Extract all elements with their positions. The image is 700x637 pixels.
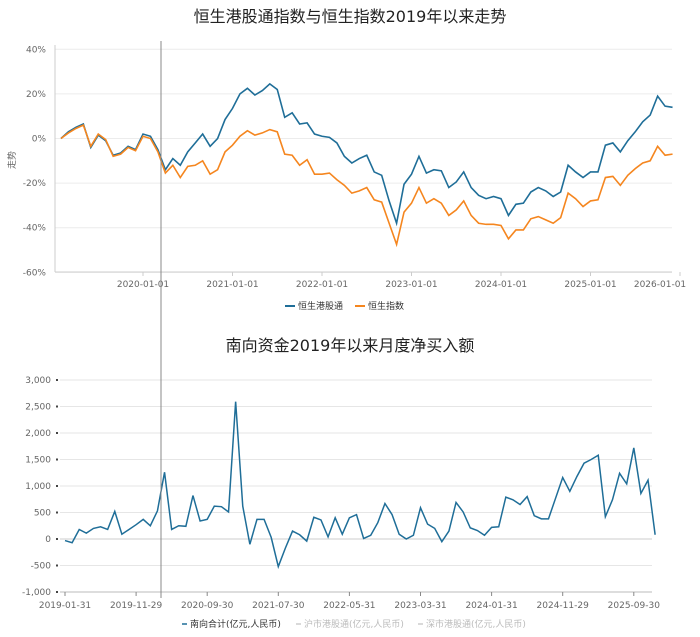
y-tick-label: 2,000 <box>25 429 51 439</box>
x-tick-label: 2023-01-01 <box>385 280 437 290</box>
x-tick-label: 2021-07-30 <box>252 601 305 611</box>
legend-item[interactable]: 沪市港股通(亿元,人民币) <box>304 618 404 630</box>
x-tick-label: 2024-01-31 <box>465 601 517 611</box>
y-tick-dot <box>56 432 58 434</box>
legend-item[interactable]: 南向合计(亿元,人民币) <box>190 618 281 630</box>
y-tick-label: 40% <box>26 45 46 55</box>
x-tick-label: 2026-01-01 <box>634 280 686 290</box>
series-line-south-total <box>64 401 656 570</box>
y-tick-label: 500 <box>34 509 51 519</box>
legend-item[interactable]: 恒生港股通 <box>298 300 343 312</box>
y-tick-dot <box>56 564 58 567</box>
y-tick-label: -20% <box>23 179 47 189</box>
y-tick-label: 2,500 <box>25 403 51 413</box>
y-tick-label: -40% <box>23 224 47 234</box>
x-tick-label: 2023-03-31 <box>394 601 446 611</box>
y-tick-label: -1,000 <box>22 588 51 598</box>
y-tick-dot <box>56 458 58 461</box>
chart2-title: 南向资金2019年以来月度净买入额 <box>226 336 475 355</box>
x-tick-label: 2024-11-29 <box>537 601 590 611</box>
y-tick-dot <box>56 511 58 514</box>
y-tick-label: 1,500 <box>25 456 51 466</box>
y-tick-dot <box>56 538 58 540</box>
x-tick-label: 2020-09-30 <box>181 601 234 611</box>
x-tick-label: 2019-11-29 <box>110 601 163 611</box>
x-tick-label: 2019-01-31 <box>39 601 91 611</box>
y-tick-label: 0% <box>32 135 47 145</box>
chart2: 3,000 2,500 2,000 1,500 1,000 500 0 -500 -1,000 2… <box>22 376 660 630</box>
y-axis-label: 走势 <box>6 151 18 169</box>
series-line-0 <box>60 82 673 227</box>
y-tick-dot <box>56 379 58 381</box>
y-tick-label: 20% <box>26 90 46 100</box>
x-tick-label: 2022-05-31 <box>323 601 375 611</box>
x-tick-label: 2022-01-01 <box>296 280 348 290</box>
chart1-title: 恒生港股通指数与恒生指数2019年以来走势 <box>194 7 507 26</box>
x-tick-label: 2025-01-01 <box>564 280 616 290</box>
y-tick-label: 1,000 <box>25 482 51 492</box>
series-line-1 <box>60 124 673 248</box>
legend-item[interactable]: 深市港股通(亿元,人民币) <box>426 618 526 630</box>
x-tick-label: 2021-01-01 <box>206 280 258 290</box>
y-tick-dot <box>56 591 58 593</box>
x-tick-label: 2020-01-01 <box>117 280 169 290</box>
y-tick-dot <box>56 485 58 487</box>
y-tick-label: 3,000 <box>25 376 51 386</box>
y-tick-label: 0 <box>45 535 51 545</box>
chart1: 40% 20% 0% -20% -40% -60% 2020-01-01 2021-01-01… <box>6 45 686 312</box>
legend-item[interactable]: 恒生指数 <box>368 300 404 312</box>
x-tick-label: 2024-01-01 <box>475 280 527 290</box>
y-tick-label: -500 <box>31 562 52 572</box>
y-tick-label: -60% <box>23 268 47 278</box>
y-tick-dot <box>56 405 58 408</box>
x-tick-label: 2025-09-30 <box>608 601 661 611</box>
